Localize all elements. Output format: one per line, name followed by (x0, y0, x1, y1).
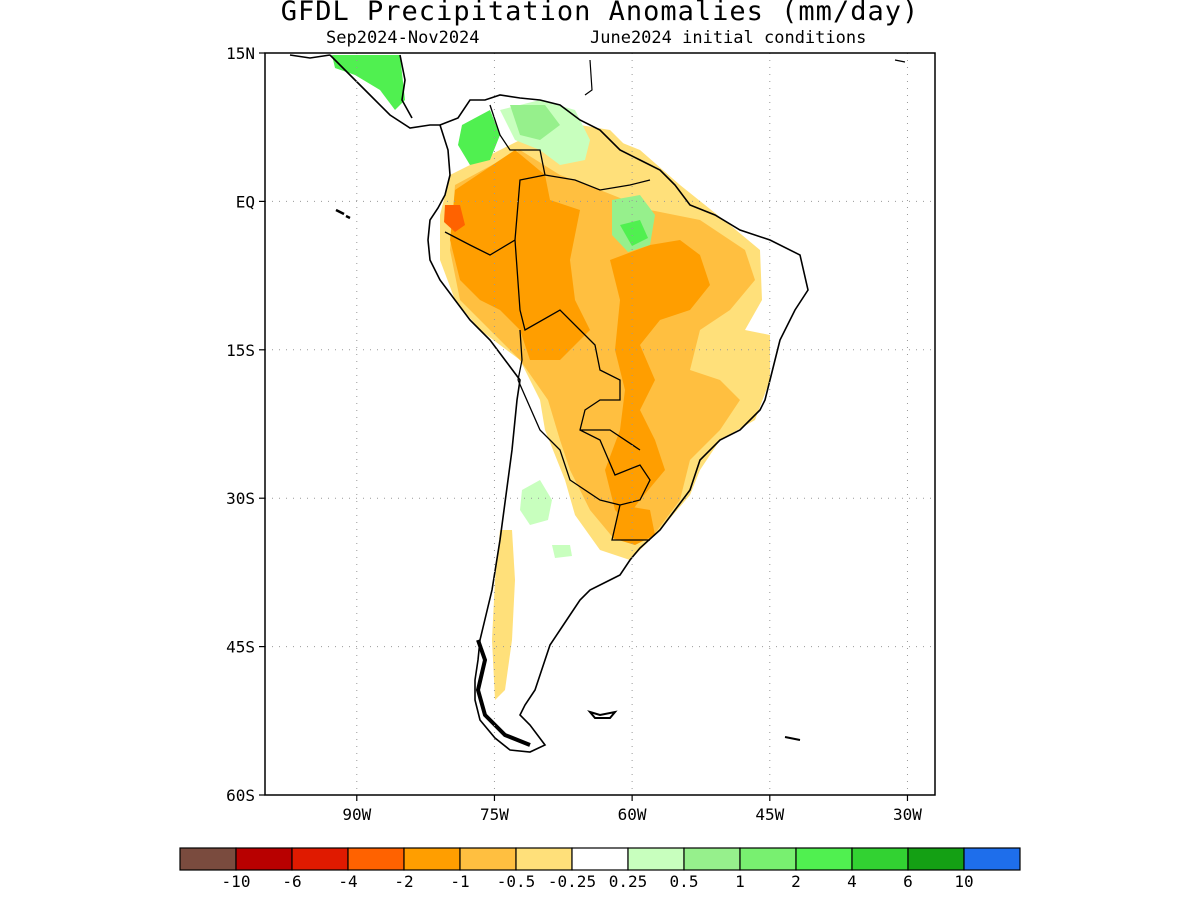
axis-ticks: 15N EQ 15S 30S 45S 60S 90W 75W 60W 45W 30W (226, 44, 922, 824)
colorbar-swatch (179, 847, 237, 871)
coastline-layer (289, 54, 906, 753)
colorbar-swatch (459, 847, 517, 871)
colorbar-swatch (795, 847, 853, 871)
colorbar-label: -0.5 (497, 872, 536, 891)
wet-anomaly-strong-central-america (332, 55, 405, 110)
colorbar-label: -10 (222, 872, 251, 891)
colorbar-label: -0.25 (548, 872, 596, 891)
dry-anomaly-strong-uruguay (612, 505, 655, 545)
lon-tick-label: 45W (755, 805, 784, 824)
plot-frame (264, 52, 936, 796)
colorbar-swatch (739, 847, 797, 871)
wet-anomaly-strong-guiana (620, 220, 648, 246)
wet-anomaly-light-central (552, 545, 572, 558)
wet-anomaly-moderate-colombia (510, 105, 560, 140)
colorbar-swatch (403, 847, 461, 871)
colorbar-swatch (627, 847, 685, 871)
wet-anomaly-light-argentina (520, 480, 552, 525)
forecast-period: Sep2024-Nov2024 (326, 28, 480, 48)
colorbar-swatch (515, 847, 573, 871)
initial-conditions: June2024 initial conditions (590, 28, 867, 48)
colorbar-label: 6 (903, 872, 913, 891)
colorbar-label: -2 (394, 872, 413, 891)
colorbar-swatch (291, 847, 349, 871)
colorbar-label: 2 (791, 872, 801, 891)
lat-tick-label: 60S (226, 786, 255, 805)
colorbar-swatch (571, 847, 629, 871)
lat-tick-label: 15S (226, 341, 255, 360)
lon-tick-label: 75W (480, 805, 509, 824)
lat-tick-label: 30S (226, 489, 255, 508)
anomaly-fill-layer (330, 55, 808, 750)
colorbar-label: 0.5 (670, 872, 699, 891)
colorbar-label: -6 (282, 872, 301, 891)
caribbean-islands (584, 59, 906, 96)
graticule (265, 53, 935, 795)
colorbar-swatch (347, 847, 405, 871)
lon-tick-label: 60W (618, 805, 647, 824)
lat-tick-label: 45S (226, 638, 255, 657)
chile-fjords (475, 639, 531, 747)
colorbar-swatch (235, 847, 293, 871)
colorbar-swatch (683, 847, 741, 871)
galapagos (335, 208, 351, 220)
colorbar-swatch (963, 847, 1021, 871)
colorbar: -10 -6 -4 -2 -1 -0.5 -0.25 0.25 0.5 1 2 4 6 10 (179, 847, 1021, 891)
south-georgia (784, 736, 801, 741)
colorbar-label: -1 (450, 872, 469, 891)
colorbar-label: 1 (735, 872, 745, 891)
dry-anomaly-patagonia (492, 530, 515, 700)
wet-anomaly-strong-colombia (458, 110, 500, 165)
central-america-coastline (289, 54, 440, 129)
lat-tick-label: 15N (226, 44, 255, 63)
dry-anomaly-strong-amazon (450, 150, 590, 360)
colorbar-swatch (907, 847, 965, 871)
falkland-islands (587, 710, 618, 719)
colorbar-label: -4 (338, 872, 357, 891)
country-borders (444, 104, 651, 541)
lon-tick-label: 90W (342, 805, 371, 824)
colorbar-swatch (851, 847, 909, 871)
lon-tick-label: 30W (893, 805, 922, 824)
chart-title: GFDL Precipitation Anomalies (mm/day) (280, 0, 920, 27)
dry-anomaly-strong-brazil (605, 240, 710, 520)
colorbar-label: 0.25 (609, 872, 648, 891)
colorbar-label: 10 (954, 872, 973, 891)
dry-anomaly-severe (444, 205, 465, 232)
colorbar-label: 4 (847, 872, 857, 891)
south-america-coastline (427, 94, 809, 753)
dry-anomaly-guianas (580, 125, 670, 195)
lat-tick-label: EQ (236, 192, 255, 211)
